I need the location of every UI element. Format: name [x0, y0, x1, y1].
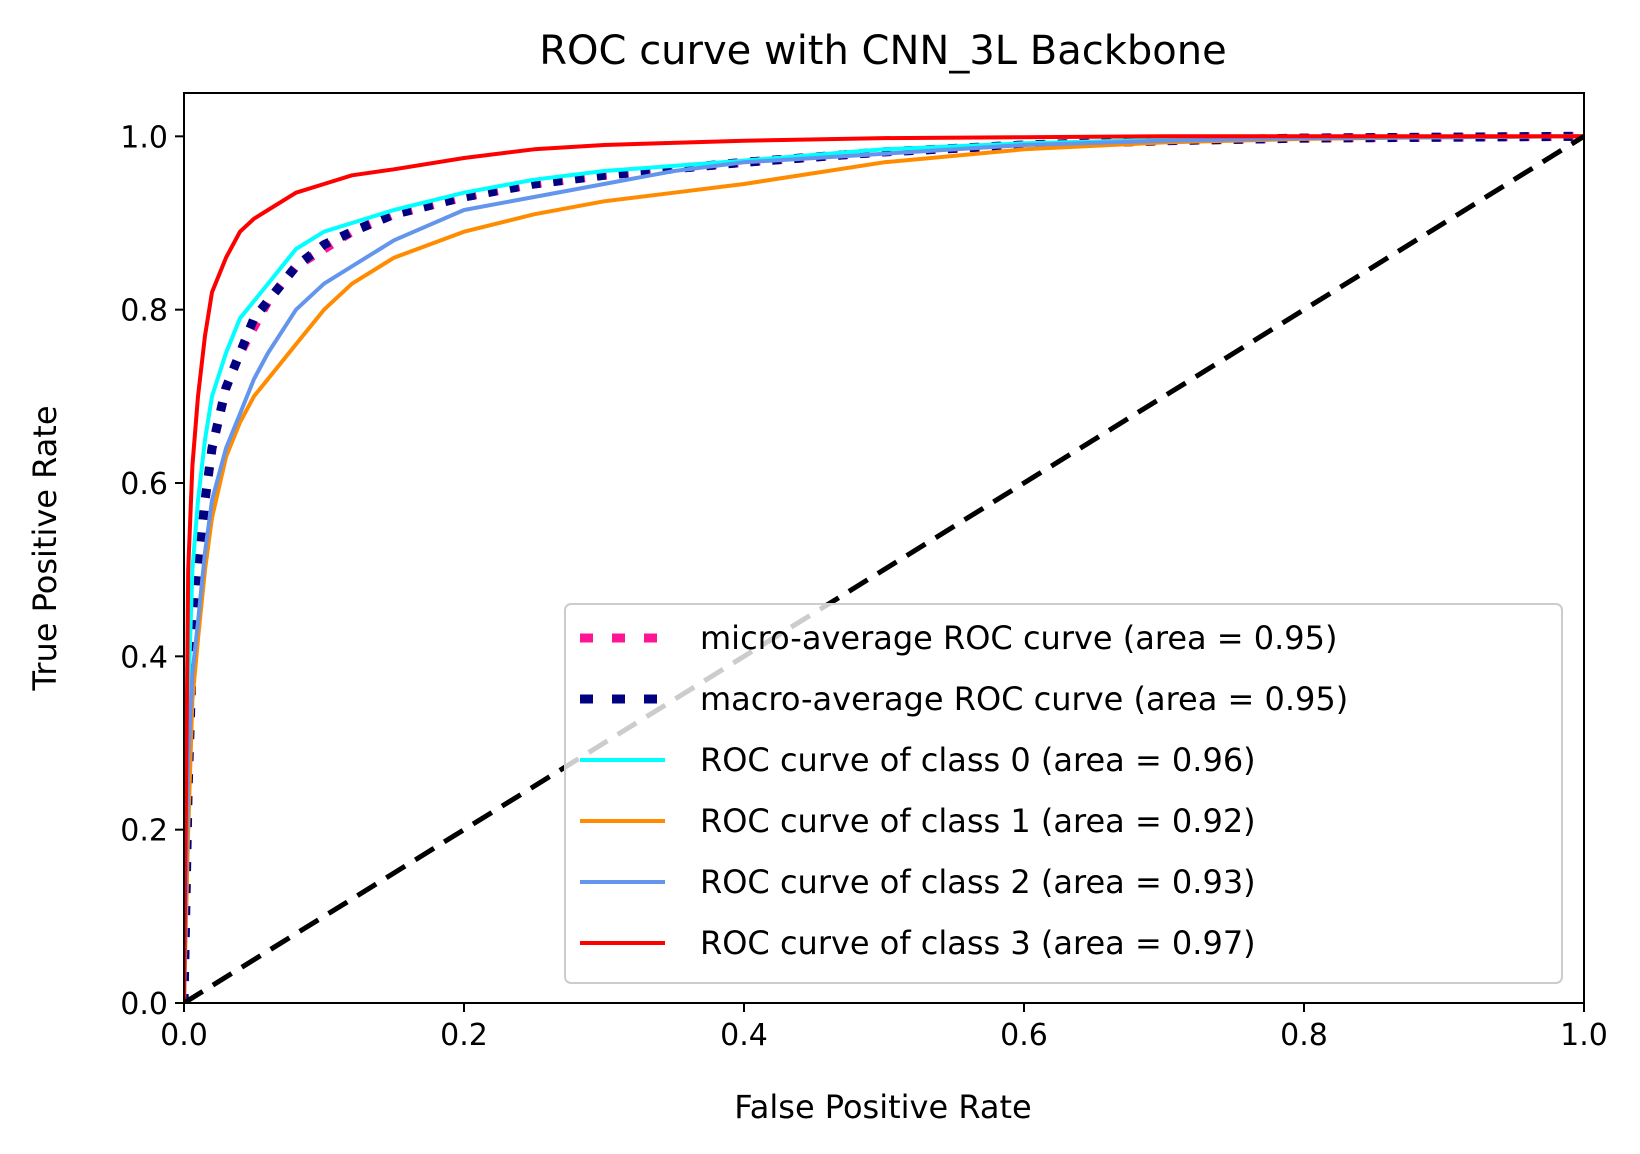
y-tick-label: 0.2	[120, 814, 168, 849]
legend-label: ROC curve of class 3 (area = 0.97)	[700, 924, 1256, 962]
legend-label: macro-average ROC curve (area = 0.95)	[700, 680, 1348, 718]
x-tick-label: 0.0	[160, 1018, 208, 1053]
legend-label: ROC curve of class 2 (area = 0.93)	[700, 863, 1256, 901]
y-tick-label: 0.6	[120, 467, 168, 502]
x-tick-label: 1.0	[1560, 1018, 1608, 1053]
y-tick-label: 1.0	[120, 120, 168, 155]
x-axis-label: False Positive Rate	[734, 1088, 1031, 1126]
plot-frame	[183, 92, 1585, 1004]
legend-label: ROC curve of class 0 (area = 0.96)	[700, 741, 1256, 779]
legend-box	[564, 603, 1563, 984]
reference-diagonal-line	[184, 134, 1584, 1003]
legend-label: micro-average ROC curve (area = 0.95)	[700, 619, 1338, 657]
x-tick-label: 0.8	[1280, 1018, 1328, 1053]
legend: micro-average ROC curve (area = 0.95) mac…	[564, 603, 1563, 984]
series-line-5	[184, 134, 1584, 1003]
y-tick-label: 0.8	[120, 294, 168, 329]
chart-title: ROC curve with CNN_3L Backbone	[539, 28, 1226, 74]
axes-ticks: 0.0 0.2 0.4 0.6 0.8 1.0 0.0 0.2 0.4 0.6 0.8 1.0	[120, 120, 1608, 1053]
series-layer	[184, 131, 1584, 1003]
y-tick-label: 0.0	[120, 987, 168, 1022]
plot-area	[184, 131, 1584, 1003]
y-tick-label: 0.4	[120, 640, 168, 675]
x-tick-label: 0.6	[1000, 1018, 1048, 1053]
x-tick-label: 0.2	[440, 1018, 488, 1053]
series-line-4	[184, 134, 1584, 1003]
y-axis-label: True Positive Rate	[26, 405, 64, 691]
x-tick-label: 0.4	[720, 1018, 768, 1053]
series-line-1	[184, 131, 1584, 1003]
legend-label: ROC curve of class 1 (area = 0.92)	[700, 802, 1256, 840]
